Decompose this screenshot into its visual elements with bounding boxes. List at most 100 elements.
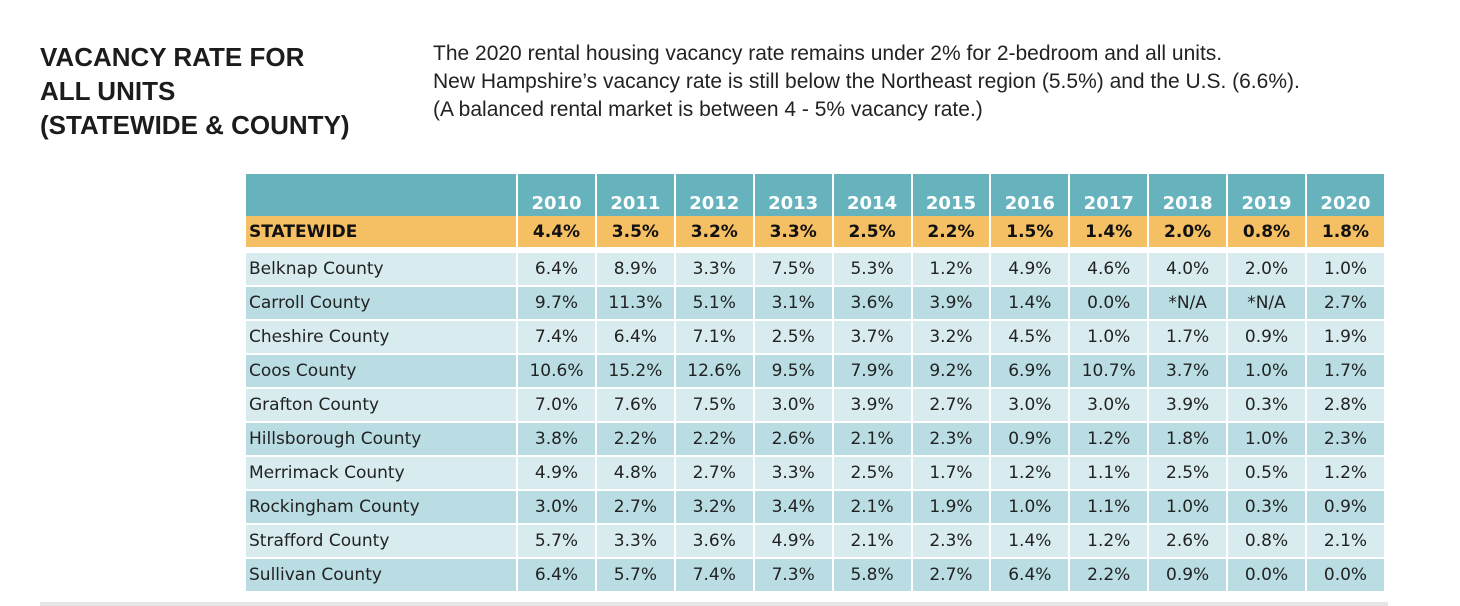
county-value: 7.0% — [516, 387, 595, 421]
county-value: 3.1% — [752, 285, 832, 319]
table-row: Carroll County 9.7% 11.3% 5.1% 3.1% 3.6% 3.9% 1… — [246, 285, 1384, 319]
county-rows: Belknap County 6.4% 8.9% 3.3% 7.5% 5.3% 1.2% 4.… — [246, 253, 1384, 591]
county-value: 3.9% — [831, 387, 911, 421]
statewide-value: 2.0% — [1147, 216, 1227, 247]
year-header-2013: 2013 — [752, 174, 832, 216]
county-value: 1.2% — [989, 455, 1069, 489]
county-value: 1.2% — [1068, 523, 1148, 557]
county-value: 9.7% — [516, 285, 595, 319]
county-value: 2.3% — [910, 421, 990, 455]
county-value: 3.9% — [910, 285, 990, 319]
county-value: 1.9% — [1304, 319, 1384, 353]
statewide-value: 2.2% — [910, 216, 990, 247]
table-row: Hillsborough County 3.8% 2.2% 2.2% 2.6% 2.1% 2… — [246, 421, 1384, 455]
statewide-value: 1.8% — [1304, 216, 1384, 247]
spacer-row — [246, 247, 1384, 253]
county-value: 1.0% — [1068, 319, 1148, 353]
county-value: 5.7% — [594, 557, 674, 591]
description-line-3: (A balanced rental market is between 4 -… — [433, 98, 983, 121]
county-name: Sullivan County — [246, 557, 517, 591]
county-value: 3.7% — [1147, 353, 1227, 387]
county-value: 1.2% — [1068, 421, 1148, 455]
county-value: 7.5% — [673, 387, 753, 421]
statewide-value: 1.5% — [989, 216, 1069, 247]
county-value: 2.3% — [910, 523, 990, 557]
county-value: 12.6% — [673, 353, 753, 387]
county-value: 2.2% — [673, 421, 753, 455]
county-name: Coos County — [246, 353, 517, 387]
county-value: 2.6% — [1147, 523, 1227, 557]
county-value: 1.7% — [910, 455, 990, 489]
county-value: 2.7% — [910, 557, 990, 591]
county-value: 7.5% — [752, 253, 832, 285]
county-value: 3.3% — [594, 523, 674, 557]
year-header-2010: 2010 — [516, 174, 595, 216]
county-name: Hillsborough County — [246, 421, 517, 455]
county-value: 3.7% — [831, 319, 911, 353]
year-header-2016: 2016 — [989, 174, 1069, 216]
header-corner-cell — [246, 174, 517, 216]
county-value: 3.0% — [752, 387, 832, 421]
table-row: Sullivan County 6.4% 5.7% 7.4% 7.3% 5.8% 2.7% 6… — [246, 557, 1384, 591]
title-line-2: ALL UNITS — [40, 76, 176, 106]
county-value: 1.0% — [1147, 489, 1227, 523]
statewide-value: 3.2% — [673, 216, 753, 247]
county-value: 3.2% — [910, 319, 990, 353]
year-header-2012: 2012 — [673, 174, 753, 216]
county-value: 3.9% — [1147, 387, 1227, 421]
county-value: 3.3% — [673, 253, 753, 285]
county-value: 5.7% — [516, 523, 595, 557]
year-header-2011: 2011 — [594, 174, 674, 216]
county-value: 1.2% — [1304, 455, 1384, 489]
table-row: Coos County 10.6% 15.2% 12.6% 9.5% 7.9% 9.2% 6.… — [246, 353, 1384, 387]
year-header-2014: 2014 — [831, 174, 911, 216]
county-value: 6.9% — [989, 353, 1069, 387]
description: The 2020 rental housing vacancy rate rem… — [433, 40, 1300, 124]
statewide-value: 4.4% — [516, 216, 595, 247]
county-value: 3.0% — [989, 387, 1069, 421]
county-value: *N/A — [1226, 285, 1305, 319]
county-value: 2.5% — [1147, 455, 1227, 489]
county-value: 0.0% — [1304, 557, 1384, 591]
description-line-1: The 2020 rental housing vacancy rate rem… — [433, 42, 1223, 65]
county-value: 5.3% — [831, 253, 911, 285]
county-value: 5.8% — [831, 557, 911, 591]
table-row: Belknap County 6.4% 8.9% 3.3% 7.5% 5.3% 1.2% 4.… — [246, 253, 1384, 285]
county-value: 2.1% — [1304, 523, 1384, 557]
county-value: 2.5% — [752, 319, 832, 353]
year-header-2019: 2019 — [1226, 174, 1305, 216]
county-value: 2.7% — [594, 489, 674, 523]
county-value: 2.0% — [1226, 253, 1305, 285]
county-name: Strafford County — [246, 523, 517, 557]
county-value: 6.4% — [594, 319, 674, 353]
statewide-value: 2.5% — [831, 216, 911, 247]
county-value: 3.6% — [673, 523, 753, 557]
table-row: Cheshire County 7.4% 6.4% 7.1% 2.5% 3.7% 3.2% 4… — [246, 319, 1384, 353]
county-value: 0.9% — [1147, 557, 1227, 591]
county-value: 1.0% — [1304, 253, 1384, 285]
county-value: 1.2% — [910, 253, 990, 285]
county-value: 1.1% — [1068, 455, 1148, 489]
county-value: 0.0% — [1068, 285, 1148, 319]
county-value: 1.0% — [989, 489, 1069, 523]
county-value: *N/A — [1147, 285, 1227, 319]
county-value: 0.3% — [1226, 489, 1305, 523]
county-value: 2.3% — [1304, 421, 1384, 455]
county-value: 0.9% — [1226, 319, 1305, 353]
county-value: 2.1% — [831, 421, 911, 455]
county-name: Grafton County — [246, 387, 517, 421]
county-value: 11.3% — [594, 285, 674, 319]
year-header-2020: 2020 — [1304, 174, 1384, 216]
county-value: 1.1% — [1068, 489, 1148, 523]
county-value: 1.8% — [1147, 421, 1227, 455]
county-value: 4.9% — [989, 253, 1069, 285]
county-value: 3.3% — [752, 455, 832, 489]
county-value: 2.1% — [831, 489, 911, 523]
description-line-2: New Hampshire’s vacancy rate is still be… — [433, 70, 1300, 93]
county-value: 4.9% — [516, 455, 595, 489]
county-name: Rockingham County — [246, 489, 517, 523]
year-header-2018: 2018 — [1147, 174, 1227, 216]
table-row: Grafton County 7.0% 7.6% 7.5% 3.0% 3.9% 2.7% 3.… — [246, 387, 1384, 421]
statewide-value: 1.4% — [1068, 216, 1148, 247]
county-name: Carroll County — [246, 285, 517, 319]
